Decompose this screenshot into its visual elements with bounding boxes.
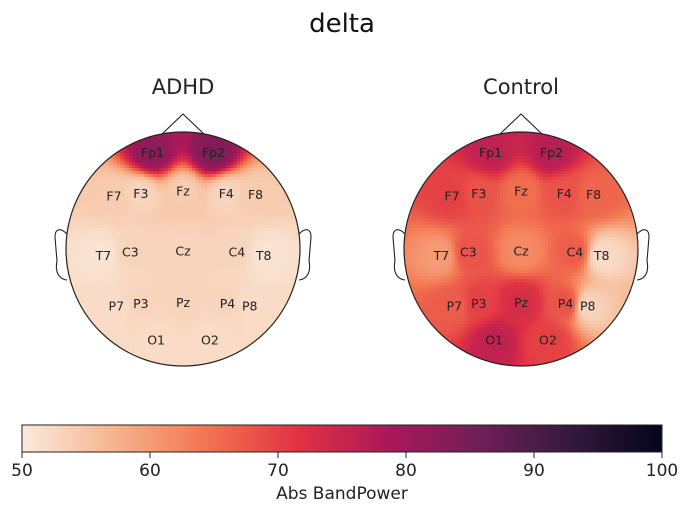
electrode-label-p4: P4 [558, 296, 574, 311]
electrode-label-c4: C4 [228, 245, 245, 260]
electrode-label-f3: F3 [133, 186, 148, 201]
electrode-label-pz: Pz [514, 295, 529, 310]
topomap-panel-control: Control Fp1 Fp2 F7 F3 Fz F4 F8 T7 C3 Cz C4 T8 P7 P3 Pz… [392, 75, 650, 367]
nose-outline [161, 113, 205, 135]
electrode-label-f7: F7 [444, 188, 459, 203]
colorbar-label: Abs BandPower [276, 484, 408, 504]
head-outline [65, 131, 301, 367]
electrode-label-p3: P3 [471, 296, 487, 311]
head-outline [403, 131, 639, 367]
colorbar-gradient [21, 424, 663, 453]
colorbar: 50 60 70 80 90 100 Abs BandPower [11, 424, 678, 504]
electrode-label-t8: T8 [593, 248, 610, 263]
colorbar-tick-label: 70 [267, 461, 289, 481]
topomap-panel-adhd: ADHD Fp1 Fp2 F7 F3 Fz F4 F8 T7 C3 Cz C4 T8 P7 P3 Pz P4 P… [54, 75, 312, 367]
electrode-label-f4: F4 [557, 186, 572, 201]
electrode-label-pz: Pz [176, 295, 191, 310]
electrode-label-f8: F8 [586, 187, 601, 202]
electrode-label-cz: Cz [513, 243, 529, 258]
electrode-label-fz: Fz [176, 184, 190, 199]
electrode-label-fp2: Fp2 [202, 145, 225, 160]
electrode-label-o2: O2 [201, 332, 219, 347]
figure-title: delta [309, 9, 375, 39]
right-ear-outline [298, 229, 312, 281]
electrode-label-fz: Fz [514, 184, 528, 199]
left-ear-outline [54, 229, 68, 281]
electrode-label-c4: C4 [566, 245, 583, 260]
electrode-label-fp1: Fp1 [141, 145, 164, 160]
electrode-label-t7: T7 [95, 248, 112, 263]
topomap-field-adhd [66, 132, 300, 366]
electrode-label-p4: P4 [220, 296, 236, 311]
colorbar-tick-label: 60 [139, 461, 161, 481]
electrode-label-cz: Cz [175, 243, 191, 258]
electrode-label-f3: F3 [471, 186, 486, 201]
electrode-label-p8: P8 [242, 298, 258, 313]
colorbar-tick-label: 80 [395, 461, 417, 481]
electrode-label-fp1: Fp1 [479, 145, 502, 160]
colorbar-tick-label: 90 [523, 461, 545, 481]
electrode-label-f7: F7 [106, 188, 121, 203]
electrode-label-c3: C3 [122, 245, 139, 260]
panel-title-adhd: ADHD [152, 75, 215, 99]
electrode-label-o2: O2 [539, 332, 557, 347]
colorbar-tick-label: 100 [646, 461, 678, 481]
electrode-label-o1: O1 [485, 332, 503, 347]
colorbar-tick-label: 50 [11, 461, 33, 481]
electrode-label-f4: F4 [219, 186, 234, 201]
electrode-label-o1: O1 [147, 332, 165, 347]
electrode-label-fp2: Fp2 [540, 145, 563, 160]
right-ear-outline [636, 229, 650, 281]
electrode-label-p3: P3 [133, 296, 149, 311]
electrode-label-f8: F8 [248, 187, 263, 202]
electrode-label-t8: T8 [255, 248, 272, 263]
electrode-label-p7: P7 [109, 298, 125, 313]
panel-title-control: Control [483, 75, 559, 99]
electrode-label-p7: P7 [447, 298, 463, 313]
electrode-label-c3: C3 [460, 245, 477, 260]
electrode-label-p8: P8 [580, 298, 596, 313]
left-ear-outline [392, 229, 406, 281]
colorbar-ticks: 50 60 70 80 90 100 [11, 452, 678, 481]
nose-outline [499, 113, 543, 135]
electrode-label-t7: T7 [433, 248, 450, 263]
